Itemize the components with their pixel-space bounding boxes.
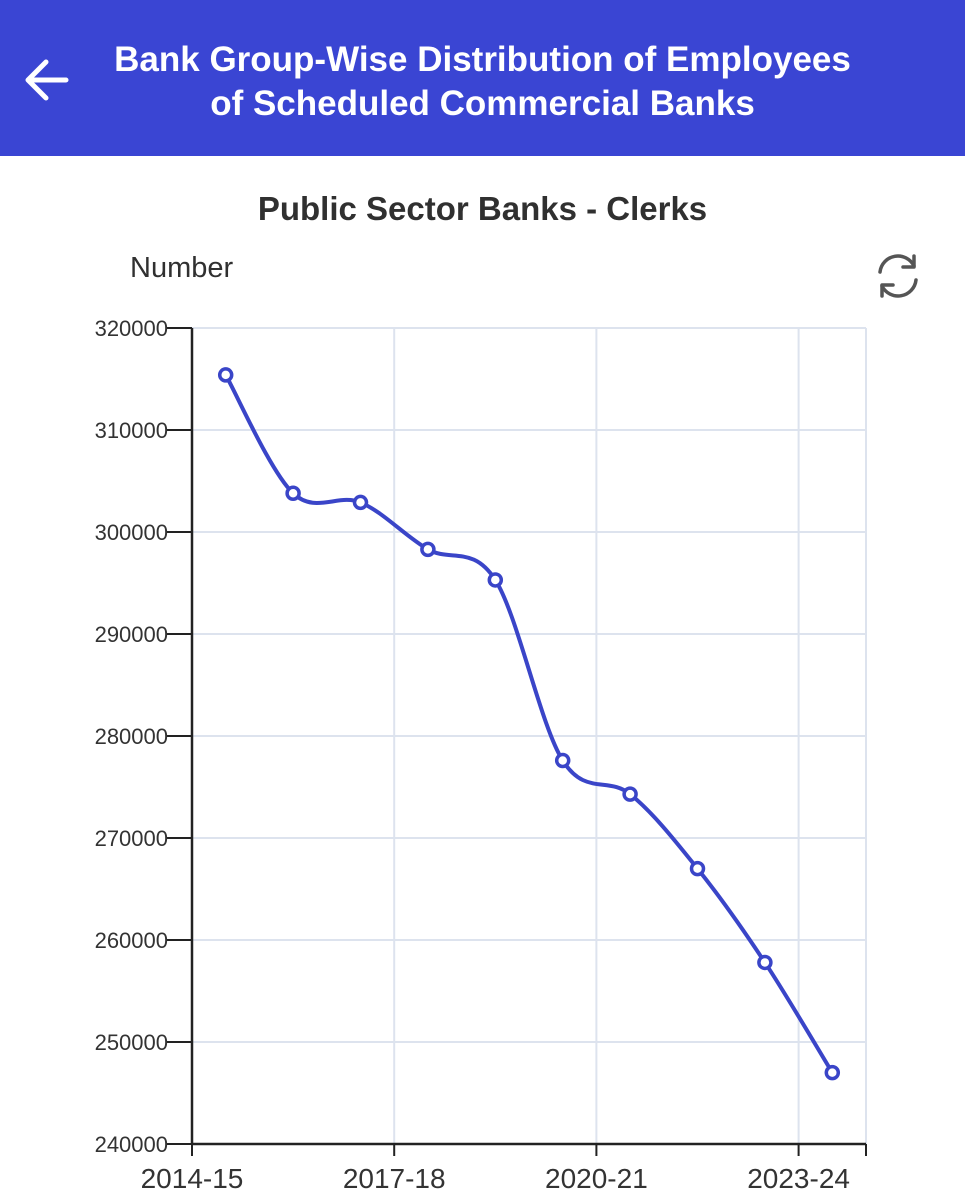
arrow-left-icon	[25, 59, 69, 101]
data-point	[622, 786, 638, 802]
y-tick-label: 320000	[95, 316, 168, 341]
y-axis-label: Number	[130, 252, 234, 284]
app-header: Bank Group-Wise Distribution of Employee…	[0, 0, 965, 156]
y-tick-label: 260000	[95, 928, 168, 953]
page-title-line-2: of Scheduled Commercial Banks	[210, 84, 755, 123]
axes	[166, 327, 867, 1156]
data-point	[217, 367, 234, 383]
chart-title: Public Sector Banks - Clerks	[257, 190, 708, 227]
series-line	[223, 373, 835, 1074]
y-tick-label: 300000	[95, 520, 168, 545]
back-button[interactable]	[18, 48, 78, 112]
y-tick-label: 290000	[95, 622, 168, 647]
x-tick-label: 2017-18	[343, 1163, 446, 1194]
data-point	[824, 1064, 841, 1081]
y-tick-label: 240000	[95, 1132, 168, 1157]
grid	[192, 327, 867, 1144]
page-title-line-1: Bank Group-Wise Distribution of Employee…	[114, 40, 851, 79]
y-axis-ticks: 320000 310000 300000 290000 280000 270000 2600…	[95, 316, 168, 1157]
y-tick-label: 310000	[95, 418, 168, 443]
y-tick-label: 270000	[95, 826, 168, 851]
refresh-icon	[878, 254, 918, 298]
page-title: Bank Group-Wise Distribution of Employee…	[100, 38, 865, 126]
series	[217, 367, 841, 1081]
x-axis-ticks: 2014-15 2017-18 2020-21 2023-24	[141, 1163, 850, 1194]
data-point	[554, 752, 571, 769]
reset-zoom-button[interactable]	[870, 248, 926, 304]
data-point	[352, 494, 369, 511]
data-point	[487, 572, 504, 588]
data-point	[420, 541, 436, 558]
data-point	[285, 485, 301, 501]
data-point	[757, 954, 773, 971]
x-tick-label: 2023-24	[747, 1163, 850, 1194]
data-point	[689, 860, 706, 877]
x-tick-label: 2020-21	[545, 1163, 648, 1194]
y-tick-label: 250000	[95, 1030, 168, 1055]
x-tick-label: 2014-15	[141, 1163, 244, 1194]
y-tick-label: 280000	[95, 724, 168, 749]
